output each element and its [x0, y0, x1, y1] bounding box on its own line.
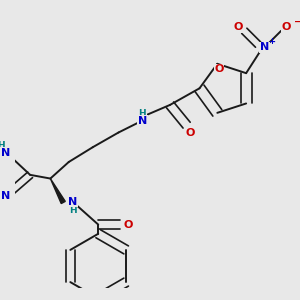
Text: O: O [233, 22, 242, 32]
Text: N: N [68, 196, 77, 207]
Text: N: N [1, 148, 10, 158]
Text: N: N [138, 116, 147, 125]
Text: N: N [1, 191, 10, 201]
Text: −: − [294, 16, 300, 27]
Text: +: + [268, 38, 275, 46]
Text: H: H [69, 206, 76, 215]
Text: O: O [123, 220, 132, 230]
Polygon shape [50, 178, 65, 204]
Text: O: O [186, 128, 195, 137]
Text: H: H [139, 109, 146, 118]
Text: O: O [214, 64, 224, 74]
Text: N: N [260, 42, 269, 52]
Text: H: H [0, 141, 4, 150]
Text: O: O [282, 22, 291, 32]
